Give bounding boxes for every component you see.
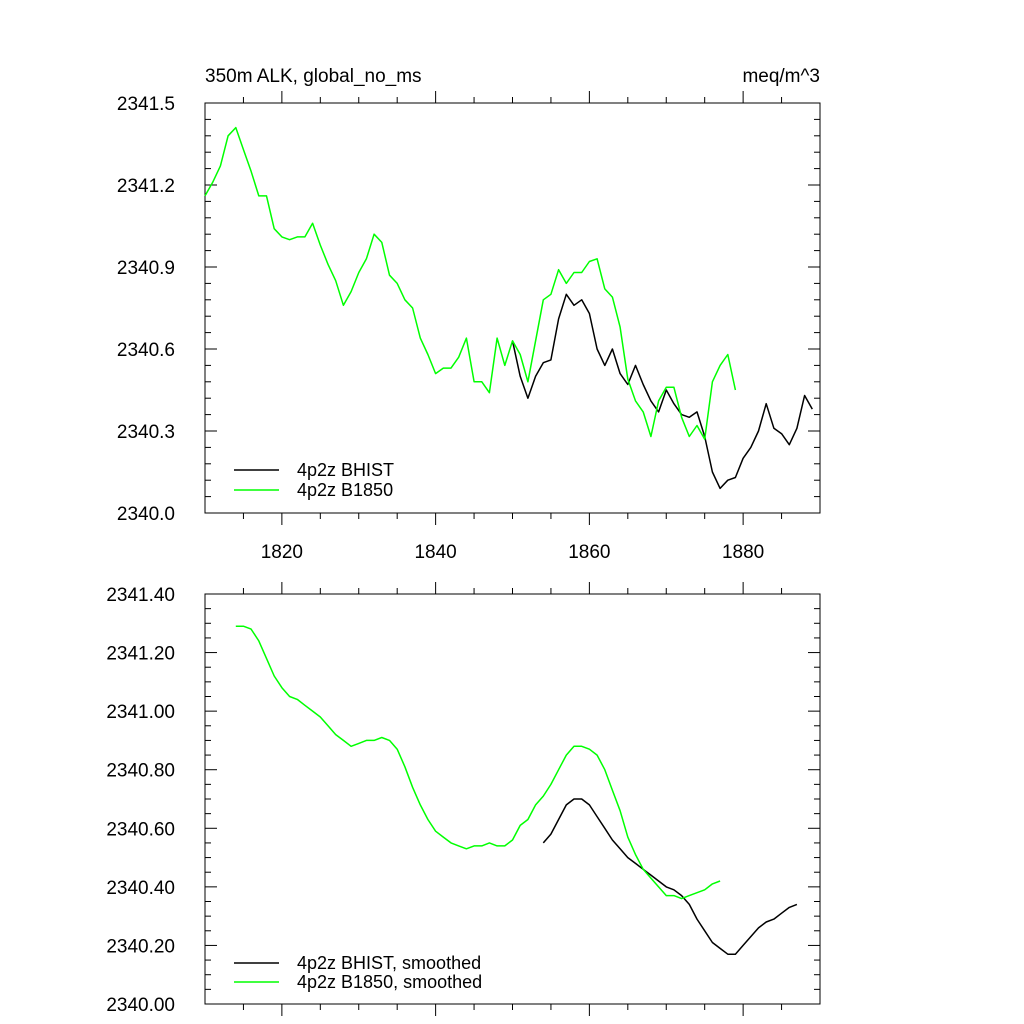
y-tick-label: 2340.40 bbox=[106, 878, 175, 899]
chart-title-left: 350m ALK, global_no_ms bbox=[205, 66, 422, 87]
x-tick-label: 1840 bbox=[414, 542, 456, 563]
y-tick-labels-bottom: 2340.00 2340.20 2340.40 2340.60 2340.80 2341.… bbox=[106, 585, 175, 1016]
y-tick-label: 2340.6 bbox=[117, 340, 175, 361]
legend-label-bhist-smoothed: 4p2z BHIST, smoothed bbox=[297, 953, 481, 973]
ticks-bottom bbox=[205, 582, 820, 1016]
x-tick-label: 1820 bbox=[261, 542, 303, 563]
y-tick-label: 2340.00 bbox=[106, 995, 175, 1016]
y-tick-label: 2340.60 bbox=[106, 819, 175, 840]
series-lines-top bbox=[204, 126, 813, 490]
x-tick-labels-top: 1820 1840 1860 1880 bbox=[261, 542, 765, 563]
y-tick-label: 2340.80 bbox=[106, 761, 175, 782]
plot-frame-top bbox=[204, 102, 821, 514]
y-tick-label: 2341.00 bbox=[106, 702, 175, 723]
y-tick-label: 2341.20 bbox=[106, 644, 175, 665]
series-line-b1850 bbox=[235, 625, 721, 900]
y-tick-label: 2341.2 bbox=[117, 176, 175, 197]
legend-label-bhist: 4p2z BHIST bbox=[297, 460, 394, 480]
series-line-b1850 bbox=[204, 126, 737, 440]
series-lines-bottom bbox=[235, 625, 798, 955]
plot-frame-bottom bbox=[204, 593, 821, 1005]
legend-bottom: 4p2z BHIST, smoothed 4p2z B1850, smoothe… bbox=[234, 953, 482, 992]
y-tick-labels-top: 2340.0 2340.3 2340.6 2340.9 2341.2 2341.5 bbox=[117, 94, 175, 525]
y-tick-label: 2341.40 bbox=[106, 585, 175, 606]
series-line-bhist bbox=[511, 293, 813, 490]
y-tick-label: 2340.20 bbox=[106, 936, 175, 957]
ticks-top bbox=[205, 91, 820, 525]
y-tick-label: 2340.0 bbox=[117, 504, 175, 525]
y-tick-label: 2340.9 bbox=[117, 258, 175, 279]
x-tick-label: 1880 bbox=[722, 542, 764, 563]
y-tick-label: 2341.5 bbox=[117, 94, 175, 115]
legend-label-b1850-smoothed: 4p2z B1850, smoothed bbox=[297, 972, 482, 992]
y-tick-label: 2340.3 bbox=[117, 422, 175, 443]
chart-title-units: meq/m^3 bbox=[742, 66, 820, 87]
x-tick-label: 1860 bbox=[568, 542, 610, 563]
series-line-bhist bbox=[542, 798, 798, 955]
legend-top: 4p2z BHIST 4p2z B1850 bbox=[234, 460, 394, 500]
top-panel: 350m ALK, global_no_ms meq/m^3 2340.0234… bbox=[117, 66, 821, 563]
bottom-panel: 2340.00 2340.20 2340.40 2340.60 2340.80 2341.… bbox=[106, 582, 821, 1016]
legend-label-b1850: 4p2z B1850 bbox=[297, 480, 393, 500]
